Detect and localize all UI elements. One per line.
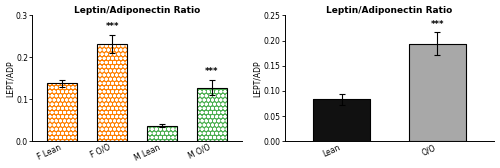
Bar xyxy=(97,44,127,141)
Bar xyxy=(47,83,77,141)
Y-axis label: LEPT/ADP: LEPT/ADP xyxy=(253,60,262,97)
Bar xyxy=(147,126,177,141)
Bar xyxy=(197,88,227,141)
Bar xyxy=(197,88,227,141)
Y-axis label: LEPT/ADP: LEPT/ADP xyxy=(6,60,15,97)
Bar xyxy=(47,83,77,141)
Title: Leptin/Adiponectin Ratio: Leptin/Adiponectin Ratio xyxy=(74,6,200,15)
Title: Leptin/Adiponectin Ratio: Leptin/Adiponectin Ratio xyxy=(326,6,452,15)
Bar xyxy=(408,44,466,141)
Text: ***: *** xyxy=(106,22,119,31)
Bar xyxy=(97,44,127,141)
Text: ***: *** xyxy=(206,67,219,76)
Bar xyxy=(408,44,466,141)
Text: ***: *** xyxy=(430,20,444,29)
Bar xyxy=(147,126,177,141)
Bar xyxy=(314,99,370,141)
Bar xyxy=(314,99,370,141)
